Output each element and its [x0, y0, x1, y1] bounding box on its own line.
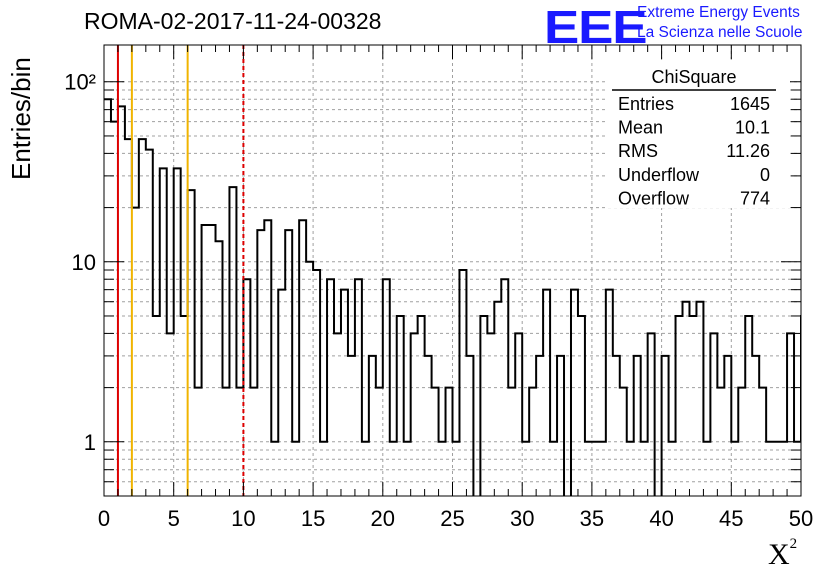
x-tick-label: 25	[440, 506, 464, 531]
x-tick-label: 10	[231, 506, 255, 531]
stats-value-entries: 1645	[730, 94, 770, 114]
logo-line-2: La Scienza nelle Scuole	[637, 24, 803, 41]
stats-label-rms: RMS	[618, 141, 658, 161]
x-tick-label: 20	[371, 506, 395, 531]
stats-label-underflow: Underflow	[618, 165, 700, 185]
x-axis-label-base: X	[768, 538, 790, 571]
y-tick-label: 10²	[64, 70, 96, 95]
axis-ticks	[103, 45, 802, 497]
x-tick-label: 35	[580, 506, 604, 531]
stats-label-entries: Entries	[618, 94, 674, 114]
y-tick-label: 1	[84, 430, 96, 455]
stats-label-overflow: Overflow	[618, 188, 690, 208]
x-tick-label: 45	[719, 506, 743, 531]
stats-value-mean: 10.1	[735, 118, 770, 138]
x-tick-label: 5	[168, 506, 180, 531]
x-axis-label: X2	[768, 536, 797, 572]
x-tick-label: 0	[98, 506, 110, 531]
grid	[104, 45, 801, 496]
logo-line-1: Extreme Energy Events	[637, 4, 800, 21]
stats-box-bg	[608, 60, 790, 208]
x-tick-label: 15	[301, 506, 325, 531]
stats-label-mean: Mean	[618, 118, 663, 138]
stats-value-underflow: 0	[760, 165, 770, 185]
x-tick-label: 40	[649, 506, 673, 531]
histogram-series	[104, 98, 801, 496]
chart-title: ROMA-02-2017-11-24-00328	[84, 8, 382, 34]
y-tick-label: 10	[72, 250, 96, 275]
x-tick-label: 30	[510, 506, 534, 531]
x-axis-label-sup: 2	[789, 536, 798, 552]
stats-value-overflow: 774	[740, 188, 770, 208]
eee-logo: EEE	[544, 1, 648, 53]
stats-value-rms: 11.26	[726, 141, 770, 161]
x-tick-label: 50	[789, 506, 813, 531]
stats-box-name: ChiSquare	[651, 67, 736, 87]
